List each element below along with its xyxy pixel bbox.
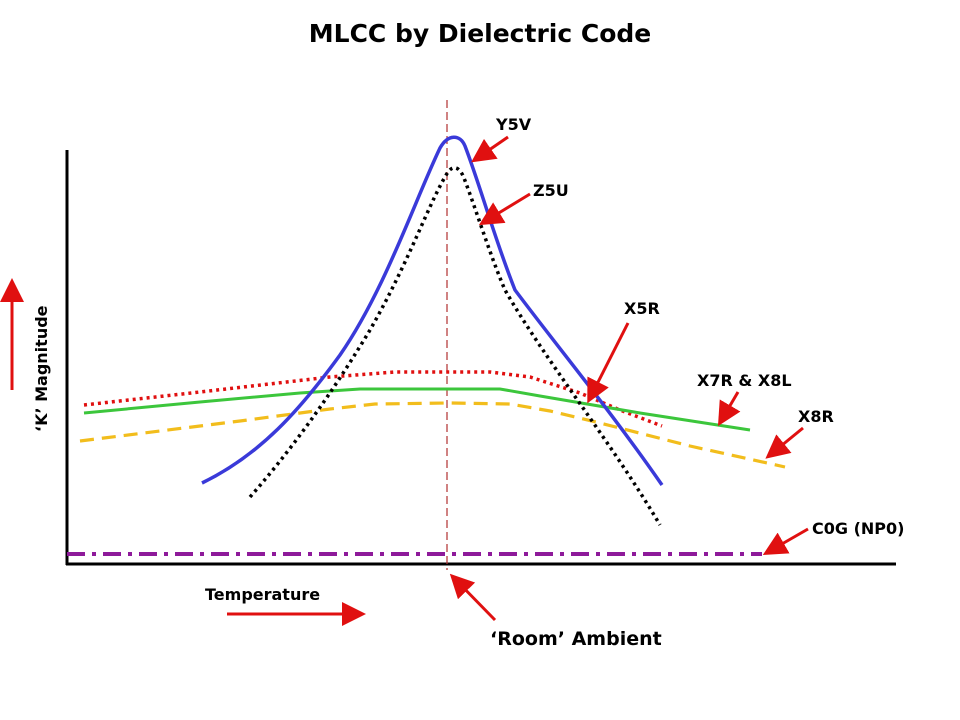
ambient-label: ‘Room’ Ambient	[490, 628, 662, 650]
label-x8r: X8R	[798, 407, 834, 426]
diagram-title: MLCC by Dielectric Code	[309, 19, 651, 48]
curve-x8r	[79, 401, 786, 469]
curve-z5u	[248, 166, 662, 526]
curve-x7r	[83, 387, 751, 432]
label-c0g: C0G (NP0)	[812, 519, 904, 538]
label-y5v: Y5V	[495, 115, 532, 134]
curve-y5v	[201, 135, 664, 486]
y-axis-label: ‘K’ Magnitude	[32, 305, 51, 432]
arrow-c0g	[762, 527, 809, 555]
x-axis-label: Temperature	[205, 585, 320, 604]
curve-x5r	[83, 370, 663, 428]
label-z5u: Z5U	[533, 181, 569, 200]
arrow-z5u	[478, 192, 531, 226]
ambient-arrow	[449, 573, 497, 622]
arrow-x7r-x8l	[717, 391, 741, 427]
label-x7r-x8l: X7R & X8L	[697, 371, 792, 390]
arrow-y5v	[471, 135, 509, 163]
arrow-x8r	[765, 426, 804, 459]
arrow-x5r	[587, 322, 630, 404]
label-x5r: X5R	[624, 299, 660, 318]
